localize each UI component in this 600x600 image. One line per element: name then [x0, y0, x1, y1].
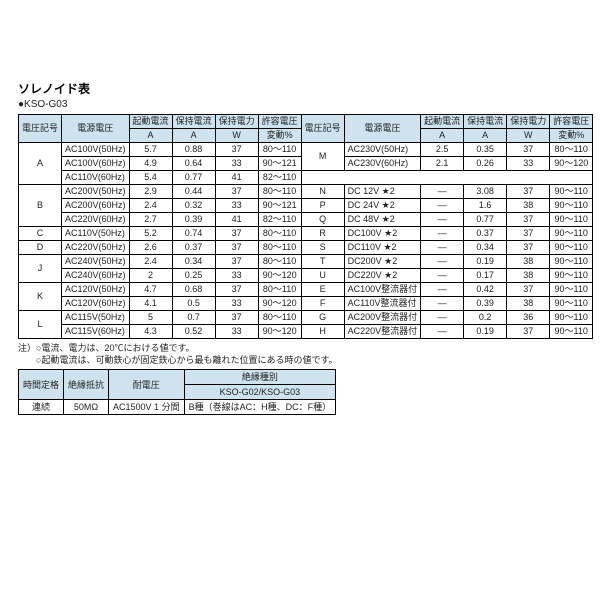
subtitle: KSO-G03 [18, 99, 582, 110]
insulation-table: 時間定格 絶縁抵抗 耐電圧 絶縁種別 KSO-G02/KSO-G03 連続 50… [18, 369, 336, 415]
notes: 注）○電流、電力は、20℃における値です。 注）○起動電流は、可動鉄心が固定鉄心… [18, 343, 582, 366]
solenoid-table: 電圧記号 電源電圧 起動電流 保持電流 保持電力 許容電圧 AAW変動% AAC… [18, 114, 582, 339]
title: ソレノイド表 [18, 80, 582, 97]
